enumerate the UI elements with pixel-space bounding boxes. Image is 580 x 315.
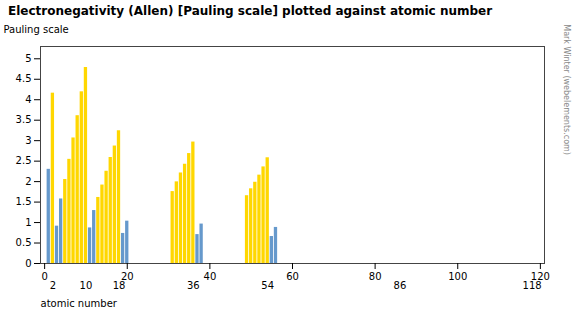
svg-text:120: 120 [530,270,550,282]
svg-text:3: 3 [25,135,31,146]
svg-text:2.5: 2.5 [16,155,32,166]
svg-text:18: 18 [113,280,126,291]
svg-text:© Mark Winter (webelements.com: © Mark Winter (webelements.com) [562,22,571,155]
svg-text:0: 0 [41,271,47,282]
svg-text:54: 54 [261,280,274,291]
svg-text:1: 1 [25,217,31,228]
html-text:Electronegativity (Allen) [Pau: Electronegativity (Allen) [Pauling scale… [8,4,493,18]
svg-text:2: 2 [25,176,31,187]
svg-text:86: 86 [394,280,407,291]
svg-text:0: 0 [25,258,31,269]
svg-text:0.5: 0.5 [16,237,32,248]
svg-text:36: 36 [187,280,200,291]
svg-text:3.5: 3.5 [16,114,32,125]
svg-text:atomic number: atomic number [41,298,118,309]
svg-text:60: 60 [286,271,299,282]
svg-text:10: 10 [80,280,93,291]
svg-text:2: 2 [50,280,56,291]
svg-text:118: 118 [523,280,542,291]
svg-text:Pauling scale: Pauling scale [4,24,69,35]
svg-text:4.5: 4.5 [16,73,32,84]
svg-text:100: 100 [448,271,467,282]
svg-text:1.5: 1.5 [16,196,32,207]
svg-text:40: 40 [204,271,217,282]
svg-text:4: 4 [25,94,31,105]
svg-text:20: 20 [120,270,134,282]
svg-text:80: 80 [369,271,382,282]
svg-text:5: 5 [25,53,31,64]
